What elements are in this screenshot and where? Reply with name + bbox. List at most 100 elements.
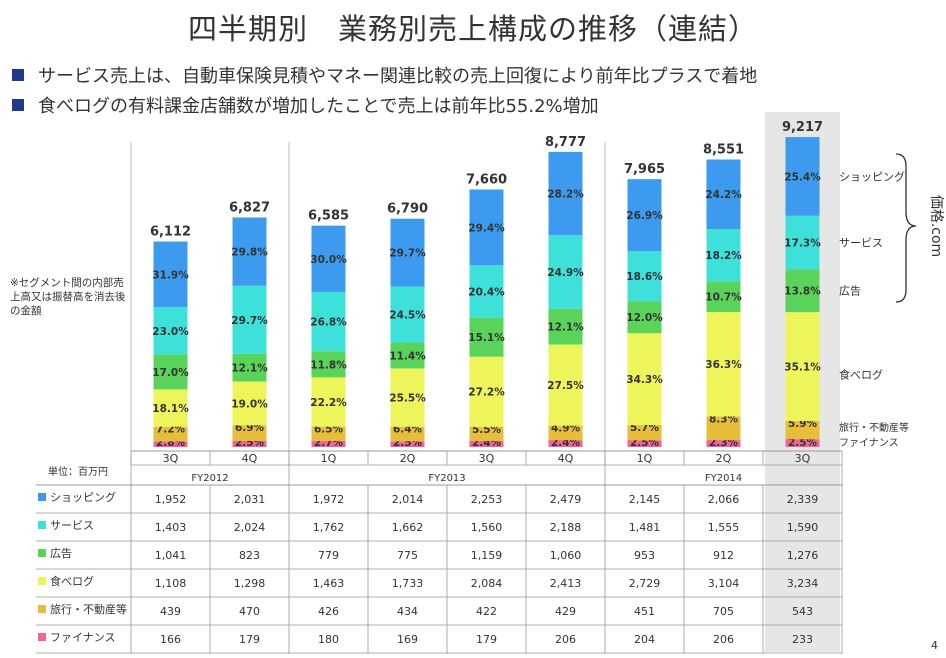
table-row-label-shopping: ショッピング — [50, 490, 116, 504]
table-cell-tabelog-6: 2,729 — [629, 577, 661, 590]
pct-label-finance-8: 2.5% — [788, 437, 818, 449]
right-label-finance: ファイナンス — [839, 437, 899, 449]
table-row-label-finance: ファイナンス — [50, 631, 116, 644]
table-cell-finance-3: 169 — [397, 633, 418, 646]
table-cell-finance-5: 206 — [555, 633, 576, 646]
pct-label-ad-2: 11.8% — [310, 359, 347, 371]
bar-service-1 — [232, 285, 267, 354]
total-label-1: 6,827 — [229, 200, 270, 215]
bar-ad-8 — [785, 269, 820, 313]
table-cell-shopping-5: 2,479 — [550, 493, 582, 506]
bar-ad-2 — [311, 351, 346, 378]
unit-label: 単位：百万円 — [48, 465, 108, 478]
table-cell-ad-3: 775 — [397, 549, 418, 562]
bar-tabelog-3 — [390, 368, 425, 427]
table-cell-ad-1: 823 — [239, 549, 260, 562]
pct-label-ad-1: 12.1% — [231, 363, 268, 375]
brace-shape — [895, 153, 917, 303]
bar-tabelog-7 — [706, 311, 741, 417]
table-cell-tabelog-8: 3,234 — [787, 577, 819, 590]
pct-label-shopping-4: 29.4% — [468, 222, 505, 234]
table-cell-service-5: 2,188 — [550, 521, 582, 534]
quarter-label-7: 2Q — [716, 452, 732, 465]
table-legend-swatch-shopping — [38, 493, 46, 501]
table-cell-finance-7: 206 — [713, 633, 734, 646]
table-cell-ad-7: 912 — [713, 549, 734, 562]
bar-ad-0 — [153, 354, 188, 390]
bar-tabelog-5 — [548, 344, 583, 426]
table-cell-ad-6: 953 — [634, 549, 655, 562]
table-cell-finance-2: 180 — [318, 633, 339, 646]
bullet-1-text: サービス売上は、自動車保険見積やマネー関連比較の売上回復により前年比プラスで着地 — [38, 66, 758, 87]
bar-tabelog-6 — [627, 333, 662, 425]
quarter-label-5: 4Q — [558, 452, 574, 465]
right-label-tabelog: 食べログ — [839, 368, 883, 382]
segment-note: ※セグメント間の内部売上高又は振替高を消去後の金額 — [10, 277, 126, 317]
table-cell-travel-5: 429 — [555, 605, 576, 618]
table-legend-swatch-tabelog — [38, 577, 46, 585]
table-cell-finance-6: 204 — [634, 633, 655, 646]
pct-label-tabelog-6: 34.3% — [626, 374, 663, 386]
table-cell-travel-1: 470 — [239, 605, 260, 618]
table-cell-tabelog-5: 2,413 — [550, 577, 582, 590]
table-cell-ad-4: 1,159 — [471, 549, 503, 562]
table-cell-shopping-6: 2,145 — [629, 493, 661, 506]
bar-shopping-2 — [311, 225, 346, 292]
table-legend-swatch-travel — [38, 605, 46, 613]
right-label-shopping: ショッピング — [839, 169, 905, 183]
table-cell-finance-0: 166 — [160, 633, 181, 646]
table-cell-service-6: 1,481 — [629, 521, 661, 534]
pct-label-service-1: 29.7% — [231, 315, 268, 327]
pct-label-ad-3: 11.4% — [389, 350, 426, 362]
bar-service-4 — [469, 265, 504, 318]
table-cell-tabelog-1: 1,298 — [234, 577, 266, 590]
bar-travel-5 — [548, 425, 583, 441]
bar-finance-8 — [785, 439, 820, 447]
bullet-square-icon — [12, 99, 24, 111]
pct-label-shopping-2: 30.0% — [310, 254, 347, 266]
table-legend-swatch-finance — [38, 633, 46, 641]
pct-label-service-0: 23.0% — [152, 326, 189, 338]
table-cell-travel-4: 422 — [476, 605, 497, 618]
pct-label-shopping-5: 28.2% — [547, 189, 584, 201]
table-row-label-ad: 広告 — [50, 547, 72, 560]
pct-label-tabelog-2: 22.2% — [310, 397, 347, 409]
table-cell-tabelog-3: 1,733 — [392, 577, 424, 590]
pct-label-service-7: 18.2% — [705, 250, 742, 262]
pct-label-service-8: 17.3% — [784, 237, 821, 249]
fiscal-year-label-2: FY2014 — [705, 473, 742, 484]
pct-label-tabelog-3: 25.5% — [389, 393, 426, 405]
quarter-label-3: 2Q — [400, 452, 416, 465]
bar-finance-5 — [548, 440, 583, 447]
table-cell-service-1: 2,024 — [234, 521, 266, 534]
pct-label-service-5: 24.9% — [547, 267, 584, 279]
table-cell-shopping-8: 2,339 — [787, 493, 819, 506]
pct-label-ad-6: 12.0% — [626, 312, 663, 324]
bar-service-8 — [785, 215, 820, 270]
table-row-label-travel: 旅行・不動産等 — [50, 602, 127, 616]
total-label-4: 7,660 — [466, 172, 507, 187]
total-label-3: 6,790 — [387, 202, 428, 217]
table-cell-shopping-7: 2,066 — [708, 493, 740, 506]
pct-label-service-6: 18.6% — [626, 271, 663, 283]
table-cell-service-3: 1,662 — [392, 521, 424, 534]
bullet-2: 食べログの有料課金店舗数が増加したことで売上は前年比55.2%増加 — [12, 92, 599, 118]
total-label-5: 8,777 — [545, 135, 586, 150]
bar-ad-6 — [627, 301, 662, 334]
table-cell-travel-2: 426 — [318, 605, 339, 618]
table-cell-tabelog-2: 1,463 — [313, 577, 345, 590]
pct-label-tabelog-4: 27.2% — [468, 387, 505, 399]
fiscal-year-label-0: FY2012 — [191, 473, 228, 484]
bullet-1: サービス売上は、自動車保険見積やマネー関連比較の売上回復により前年比プラスで着地 — [12, 62, 757, 88]
bar-finance-4 — [469, 440, 504, 447]
bar-service-5 — [548, 235, 583, 309]
pct-label-tabelog-7: 36.3% — [705, 359, 742, 371]
pct-label-ad-0: 17.0% — [152, 367, 189, 379]
bar-shopping-1 — [232, 217, 267, 286]
table-cell-service-4: 1,560 — [471, 521, 503, 534]
pct-label-tabelog-8: 35.1% — [784, 362, 821, 374]
table-cell-ad-5: 1,060 — [550, 549, 582, 562]
bar-shopping-0 — [153, 241, 188, 308]
pct-label-shopping-0: 31.9% — [152, 269, 189, 281]
bar-travel-8 — [785, 420, 820, 440]
